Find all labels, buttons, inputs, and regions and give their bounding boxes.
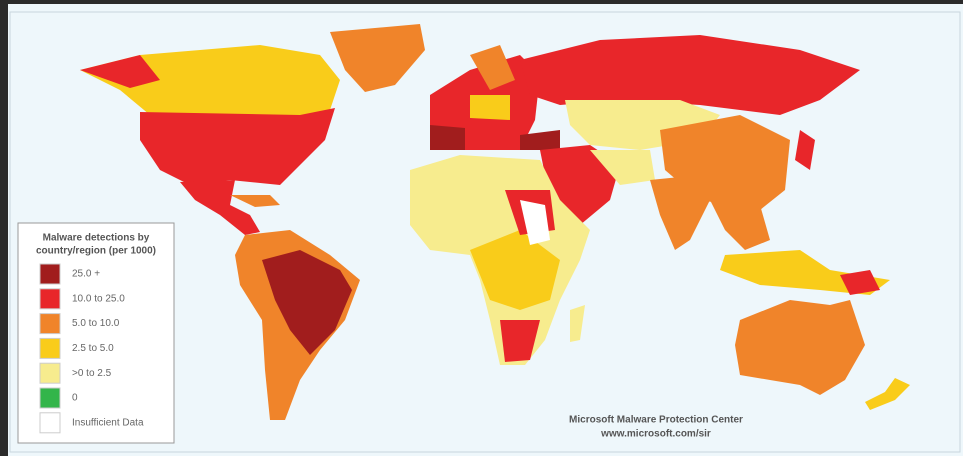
credit-line: Microsoft Malware Protection Center (569, 415, 743, 426)
legend-swatch (39, 387, 61, 409)
legend-title: country/region (per 1000) (36, 246, 156, 257)
legend-label: 25.0 + (72, 269, 100, 280)
legend-label: 0 (72, 393, 78, 404)
credit-url: www.microsoft.com/sir (600, 429, 711, 440)
land (80, 24, 910, 420)
legend-label: >0 to 2.5 (72, 368, 112, 379)
legend-swatch (39, 288, 61, 310)
legend-label: 5.0 to 10.0 (72, 318, 120, 329)
credit: Microsoft Malware Protection Center www.… (569, 415, 743, 440)
legend-swatch (39, 313, 61, 335)
legend-title: Malware detections by (43, 233, 150, 244)
legend-swatch (39, 263, 61, 285)
legend: Malware detections by country/region (pe… (17, 222, 175, 444)
legend-label: Insufficient Data (72, 417, 144, 428)
legend-swatch (39, 337, 61, 359)
legend-label: 10.0 to 25.0 (72, 293, 125, 304)
legend-swatch (39, 412, 61, 434)
legend-swatch (39, 362, 61, 384)
legend-label: 2.5 to 5.0 (72, 343, 114, 354)
map-frame (9, 11, 961, 453)
